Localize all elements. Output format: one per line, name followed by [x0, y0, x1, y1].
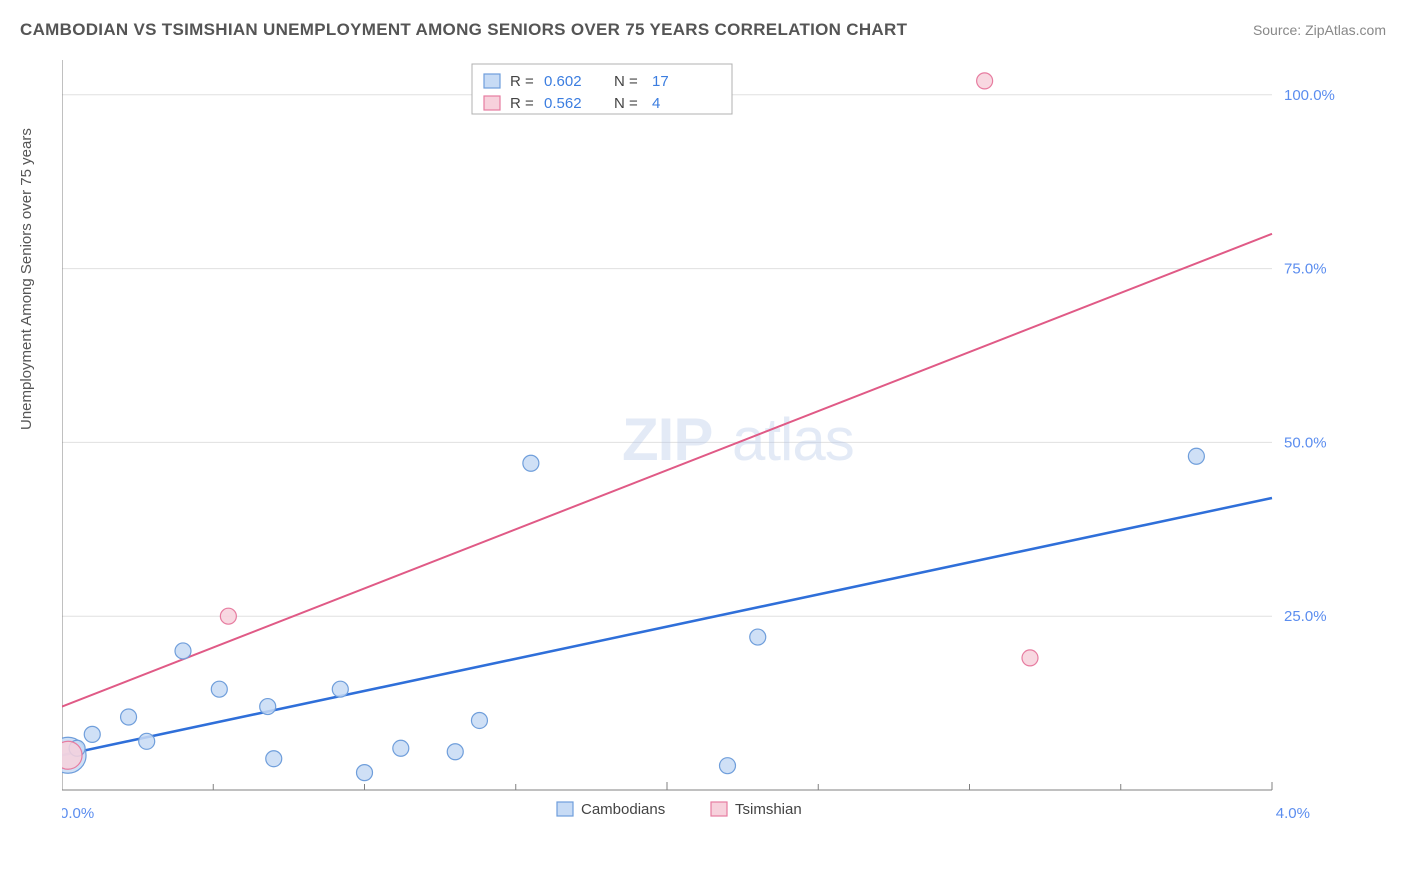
legend-r-value: 0.602	[544, 73, 582, 90]
source-attribution: Source: ZipAtlas.com	[1253, 22, 1386, 38]
legend-n-label: N =	[614, 95, 638, 112]
legend-swatch	[484, 96, 500, 110]
data-point	[139, 733, 155, 749]
chart-title: CAMBODIAN VS TSIMSHIAN UNEMPLOYMENT AMON…	[20, 20, 907, 40]
watermark: atlas	[732, 406, 854, 473]
watermark: ZIP	[622, 406, 712, 473]
data-point	[977, 73, 993, 89]
y-axis-label: Unemployment Among Seniors over 75 years	[18, 128, 35, 430]
legend-swatch	[557, 802, 573, 816]
y-tick-label: 100.0%	[1284, 87, 1335, 104]
data-point	[1188, 448, 1204, 464]
data-point	[720, 758, 736, 774]
trend-line	[62, 498, 1272, 755]
data-point	[357, 765, 373, 781]
chart-container: CAMBODIAN VS TSIMSHIAN UNEMPLOYMENT AMON…	[0, 0, 1406, 892]
legend-n-value: 4	[652, 95, 660, 112]
data-point	[750, 629, 766, 645]
source-prefix: Source:	[1253, 22, 1305, 38]
legend-r-label: R =	[510, 73, 534, 90]
legend-swatch	[711, 802, 727, 816]
chart-svg: 25.0% 50.0% 75.0% 100.0% 0.0% 4.0% ZIP atlas R =…	[62, 60, 1342, 830]
data-point	[1022, 650, 1038, 666]
data-point	[84, 726, 100, 742]
legend-n-label: N =	[614, 73, 638, 90]
data-point	[266, 751, 282, 767]
legend-r-label: R =	[510, 95, 534, 112]
x-tick-label: 4.0%	[1276, 805, 1310, 822]
data-point	[220, 608, 236, 624]
data-point	[175, 643, 191, 659]
data-point	[211, 681, 227, 697]
data-point	[121, 709, 137, 725]
data-point	[332, 681, 348, 697]
plot-area: 25.0% 50.0% 75.0% 100.0% 0.0% 4.0% ZIP atlas R =…	[62, 60, 1342, 830]
data-point	[393, 740, 409, 756]
legend-series-label: Tsimshian	[735, 801, 802, 818]
data-point	[447, 744, 463, 760]
legend-n-value: 17	[652, 73, 669, 90]
x-tick-label: 0.0%	[62, 805, 94, 822]
data-point	[523, 455, 539, 471]
data-point	[471, 712, 487, 728]
trend-line	[62, 234, 1272, 707]
legend-r-value: 0.562	[544, 95, 582, 112]
y-tick-label: 75.0%	[1284, 261, 1327, 278]
y-tick-label: 25.0%	[1284, 608, 1327, 625]
source-link[interactable]: ZipAtlas.com	[1305, 22, 1386, 38]
legend-swatch	[484, 74, 500, 88]
y-tick-label: 50.0%	[1284, 434, 1327, 451]
data-point	[260, 699, 276, 715]
legend-series-label: Cambodians	[581, 801, 665, 818]
